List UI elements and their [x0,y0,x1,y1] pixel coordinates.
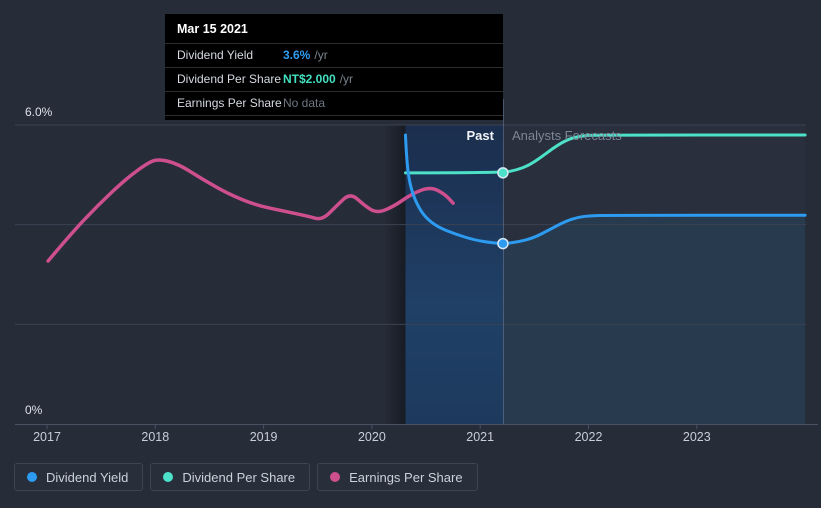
legend-label: Earnings Per Share [349,469,463,485]
x-axis-label-2020: 2020 [357,430,386,444]
past-dividend-band [405,125,503,425]
tooltip-row-dividend-yield: Dividend Yield 3.6% /yr [165,43,503,67]
x-axis-label-2021: 2021 [466,430,495,444]
legend-item-earnings-per-share[interactable]: Earnings Per Share [317,463,478,491]
tooltip-value: 3.6% [283,48,311,62]
tooltip-value: NT$2.000 [283,72,336,86]
band-edge-shade [383,125,406,425]
x-axis-label-2017: 2017 [33,430,61,444]
tooltip-value: No data [283,96,326,110]
dividend-yield-forecast-fill [502,215,806,424]
legend-item-dividend-yield[interactable]: Dividend Yield [14,463,144,491]
x-axis-label-2018: 2018 [141,430,170,444]
y-axis-label-top: 6.0% [25,105,53,119]
tooltip-row-earnings-per-share: Earnings Per Share No data [165,91,503,116]
earnings-per-share-dot-icon [330,472,341,482]
past-region-label: Past [466,128,494,143]
tooltip-suffix: /yr [339,72,354,86]
hover-marker-dividend-yield[interactable] [497,237,509,250]
x-axis-label-2022: 2022 [574,430,603,444]
tooltip-label: Dividend Yield [177,48,254,62]
tooltip-label: Earnings Per Share [177,96,282,110]
tooltip-label: Dividend Per Share [177,72,282,86]
x-axis-label-2023: 2023 [682,430,711,444]
hover-tooltip: Mar 15 2021 Dividend Yield 3.6% /yr Divi… [165,14,503,120]
dividend-per-share-dot-icon [163,472,174,482]
forecast-region-label: Analysts Forecasts [511,128,622,143]
x-axis-label-2019: 2019 [249,430,278,444]
tooltip-suffix: /yr [314,48,328,62]
legend-label: Dividend Yield [46,469,129,485]
hover-marker-dividend-per-share[interactable] [497,167,509,179]
legend-item-dividend-per-share[interactable]: Dividend Per Share [150,463,311,491]
tooltip-row-dividend-per-share: Dividend Per Share NT$2.000 /yr [165,67,503,91]
series-line-dividend-per-share [403,133,807,175]
dividend-yield-dot-icon [27,472,37,482]
series-line-earnings-per-share [46,158,455,263]
chart-legend: Dividend Yield Dividend Per Share Earnin… [14,463,478,491]
tooltip-date: Mar 15 2021 [177,22,248,36]
y-axis-label-bottom: 0% [25,403,43,417]
legend-label: Dividend Per Share [182,469,296,485]
